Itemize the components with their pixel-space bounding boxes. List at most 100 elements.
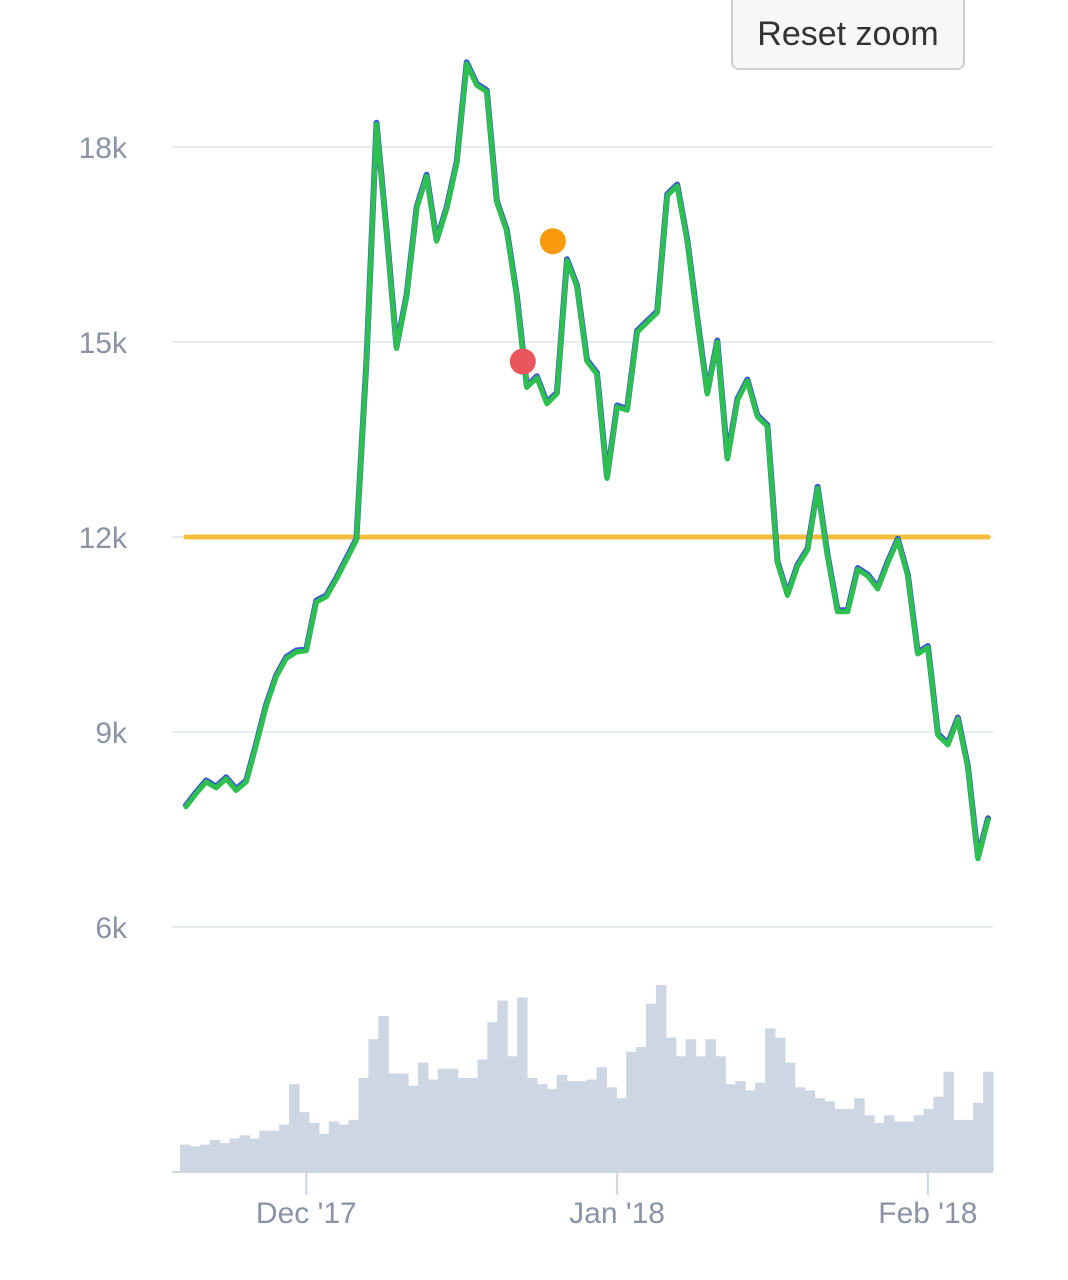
y-tick-label: 6k [95, 912, 128, 945]
volume-bar [209, 1140, 221, 1171]
volume-bar [517, 997, 528, 1171]
volume-bar [854, 1098, 865, 1171]
volume-bar [378, 1016, 389, 1171]
x-tick-label: Jan '18 [569, 1197, 665, 1230]
volume-bar [814, 1098, 826, 1171]
volume-bar [457, 1078, 469, 1171]
x-tick-label: Feb '18 [878, 1197, 977, 1230]
volume-bar [318, 1133, 330, 1171]
trade-markers [509, 228, 566, 375]
volume-bar [636, 1047, 647, 1171]
volume-bar [844, 1109, 855, 1171]
volume-bar [616, 1098, 627, 1171]
volume-bar [913, 1115, 925, 1171]
volume-bar [774, 1037, 786, 1171]
volume-bar [883, 1115, 895, 1171]
volume-bar [804, 1090, 816, 1171]
volume-bar [725, 1084, 736, 1171]
volume-bar [576, 1081, 588, 1171]
volume-bar [864, 1115, 875, 1171]
axes: 6k 9k 12k 15k 18k Dec '17 Jan '18 Feb '18 [79, 132, 993, 1230]
volume-bar [467, 1078, 479, 1171]
volume-bar [784, 1062, 796, 1171]
volume-bar [279, 1124, 290, 1171]
volume-bar [983, 1071, 994, 1171]
y-tick-label: 18k [79, 132, 128, 165]
volume-bars [180, 985, 994, 1171]
volume-bar [298, 1112, 310, 1171]
volume-bar [755, 1082, 766, 1171]
buy-marker [539, 228, 566, 255]
volume-bar [189, 1146, 201, 1171]
volume-bar [199, 1144, 211, 1171]
volume-bar [348, 1119, 360, 1171]
volume-bar [824, 1101, 835, 1171]
volume-bar [328, 1121, 340, 1171]
volume-bar [398, 1073, 409, 1171]
price-series [183, 59, 991, 862]
volume-bar [259, 1130, 270, 1171]
volume-bar [685, 1039, 697, 1171]
sell-marker [509, 348, 536, 375]
volume-bar [289, 1084, 300, 1171]
volume-bar [893, 1121, 905, 1171]
volume-bar [388, 1073, 399, 1171]
y-tick-label: 12k [79, 522, 128, 555]
volume-bar [764, 1028, 776, 1171]
price-line [183, 61, 991, 862]
volume-bar [249, 1138, 260, 1171]
volume-bar [874, 1122, 885, 1171]
volume-bar [735, 1081, 746, 1171]
volume-bar [427, 1079, 439, 1171]
volume-bar [546, 1088, 558, 1171]
volume-bar [794, 1087, 806, 1171]
volume-bar [229, 1138, 241, 1171]
volume-bar [903, 1121, 915, 1171]
volume-bar [834, 1109, 845, 1171]
volume-bar [943, 1071, 954, 1171]
volume-bar [596, 1067, 607, 1171]
volume-bar [963, 1119, 974, 1171]
volume-bar [308, 1122, 320, 1171]
volume-bar [566, 1081, 578, 1171]
volume-bar [953, 1119, 964, 1171]
volume-bar [487, 1022, 498, 1171]
volume-bar [745, 1090, 756, 1171]
volume-bar [437, 1068, 449, 1171]
volume-bar [973, 1102, 984, 1171]
y-tick-label: 9k [95, 717, 128, 750]
volume-bar [477, 1059, 488, 1171]
volume-bar [507, 1056, 518, 1171]
volume-bar [923, 1109, 935, 1171]
volume-bar [239, 1135, 251, 1171]
volume-bar [447, 1068, 459, 1171]
volume-bar [586, 1079, 598, 1171]
volume-bar [665, 1037, 677, 1171]
volume-bar [417, 1062, 429, 1171]
price-line-shadow [183, 59, 991, 861]
volume-bar [527, 1078, 538, 1171]
volume-bar [655, 985, 667, 1171]
volume-bar [408, 1085, 419, 1171]
volume-bar [933, 1096, 945, 1171]
reset-zoom-button[interactable]: Reset zoom [731, 0, 965, 70]
volume-bar [715, 1056, 726, 1171]
volume-bar [269, 1130, 280, 1171]
volume-bar [338, 1124, 350, 1171]
volume-bar [556, 1074, 568, 1171]
volume-bar [180, 1144, 191, 1171]
volume-bar [695, 1056, 707, 1171]
volume-bar [675, 1056, 687, 1171]
volume-bar [368, 1039, 379, 1171]
y-tick-label: 15k [79, 327, 128, 360]
volume-bar [358, 1078, 369, 1171]
volume-bar [645, 1003, 657, 1171]
volume-bar [606, 1087, 617, 1171]
x-tick-label: Dec '17 [256, 1197, 357, 1230]
volume-bar [705, 1039, 716, 1171]
volume-bar [497, 1000, 508, 1171]
volume-bar [626, 1051, 637, 1171]
volume-bar [219, 1143, 231, 1171]
volume-bar [536, 1084, 548, 1171]
